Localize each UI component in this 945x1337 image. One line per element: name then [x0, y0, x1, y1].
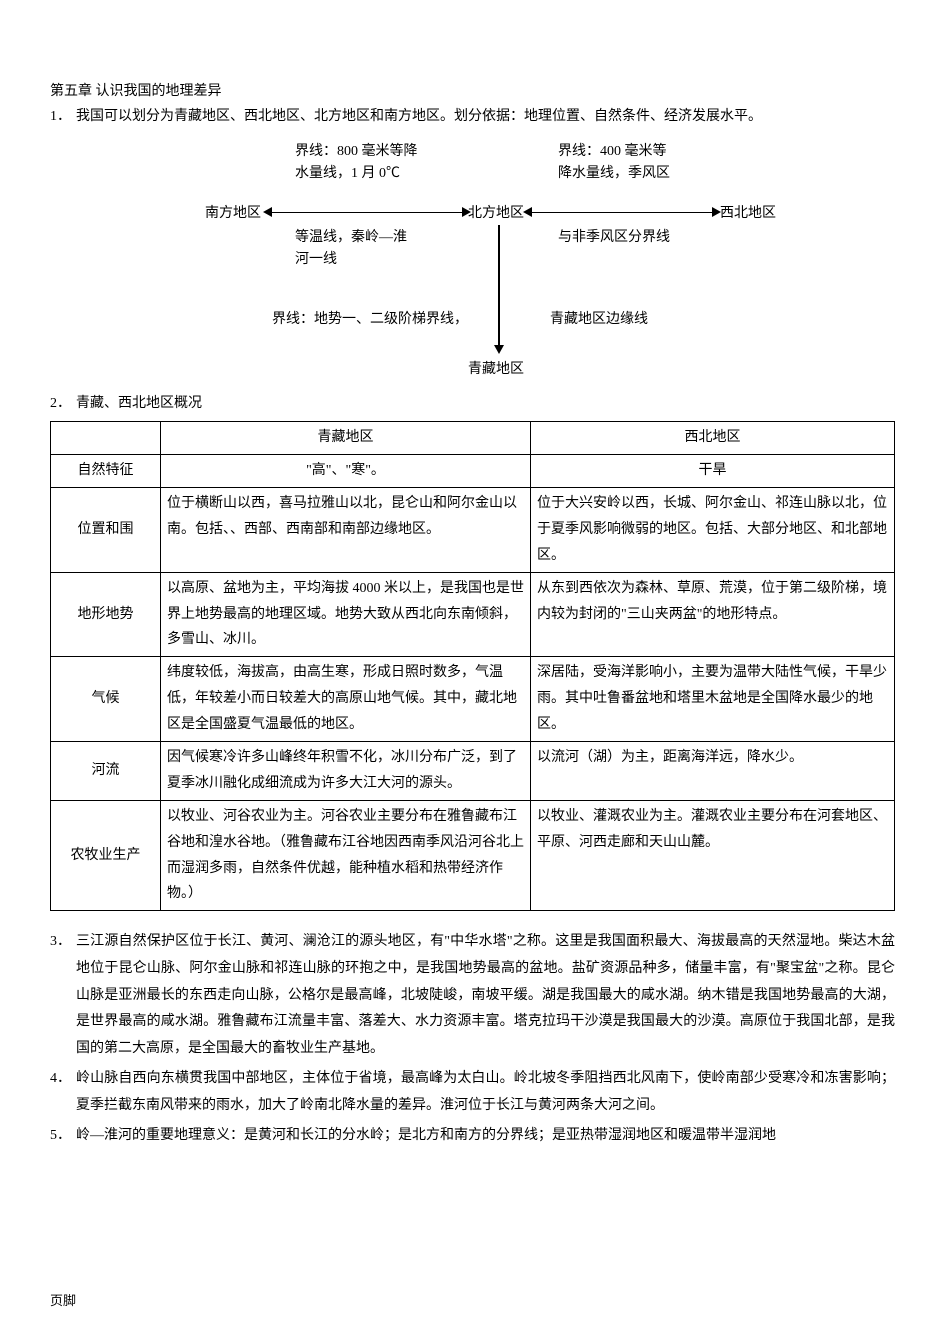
- table-cell: 以流河（湖）为主，距离海洋远，降水少。: [531, 741, 895, 800]
- boundary-label-qinling-line2: 河一线: [295, 249, 337, 271]
- boundary-label-800mm-line2: 水量线，1 月 0℃: [295, 163, 400, 185]
- arrow-line: [532, 212, 712, 214]
- arrow-line-vertical: [498, 225, 500, 345]
- arrow-head-left: [263, 207, 272, 217]
- row-header: 气候: [51, 657, 161, 742]
- item-text: 岭—淮河的重要地理意义：是黄河和长江的分水岭；是北方和南方的分界线；是亚热带湿润…: [76, 1123, 895, 1150]
- boundary-label-qinling-line1: 等温线，秦岭—淮: [295, 227, 407, 249]
- comparison-table: 青藏地区 西北地区 自然特征 "高"、"寒"。 干旱 位置和围 位于横断山以西，…: [50, 421, 895, 911]
- paragraph-1: 1． 我国可以划分为青藏地区、西北地区、北方地区和南方地区。划分依据：地理位置、…: [50, 104, 895, 131]
- arrow-head-right: [462, 207, 471, 217]
- paragraph-2: 2． 青藏、西北地区概况: [50, 391, 895, 418]
- paragraph-5: 5． 岭—淮河的重要地理意义：是黄河和长江的分水岭；是北方和南方的分界线；是亚热…: [50, 1123, 895, 1150]
- page-footer: 页脚: [50, 1290, 76, 1309]
- paragraph-4: 4． 岭山脉自西向东横贯我国中部地区，主体位于省境，最高峰为太白山。岭北坡冬季阻…: [50, 1066, 895, 1119]
- row-header: 位置和围: [51, 487, 161, 572]
- table-cell: 以高原、盆地为主，平均海拔 4000 米以上，是我国也是世界上地势最高的地理区域…: [161, 572, 531, 657]
- table-row: 位置和围 位于横断山以西，喜马拉雅山以北，昆仑山和阿尔金山以南。包括、、西部、西…: [51, 487, 895, 572]
- region-qingzang: 青藏地区: [468, 359, 524, 381]
- chapter-title: 第五章 认识我国的地理差异: [50, 80, 895, 100]
- region-north: 北方地区: [468, 203, 524, 225]
- table-header-qingzang: 青藏地区: [161, 422, 531, 455]
- table-cell: 以牧业、河谷农业为主。河谷农业主要分布在雅鲁藏布江谷地和湟水谷地。（雅鲁藏布江谷…: [161, 800, 531, 911]
- table-cell: 干旱: [531, 455, 895, 488]
- row-header: 地形地势: [51, 572, 161, 657]
- table-cell: 位于大兴安岭以西，长城、阿尔金山、祁连山脉以北，位于夏季风影响微弱的地区。包括、…: [531, 487, 895, 572]
- row-header: 河流: [51, 741, 161, 800]
- arrow-head-left: [523, 207, 532, 217]
- table-row: 河流 因气候寒冷许多山峰终年积雪不化，冰川分布广泛，到了夏季冰川融化成细流成为许…: [51, 741, 895, 800]
- boundary-label-800mm-line1: 界线：800 毫米等降: [295, 141, 418, 163]
- table-cell: 从东到西依次为森林、草原、荒漠，位于第二级阶梯，境内较为封闭的"三山夹两盆"的地…: [531, 572, 895, 657]
- table-cell: 位于横断山以西，喜马拉雅山以北，昆仑山和阿尔金山以南。包括、、西部、西南部和南部…: [161, 487, 531, 572]
- item-number: 5．: [50, 1123, 76, 1150]
- item-number: 2．: [50, 391, 76, 418]
- table-cell: 深居陆，受海洋影响小，主要为温带大陆性气候，干旱少雨。其中吐鲁番盆地和塔里木盆地…: [531, 657, 895, 742]
- arrow-head-right: [712, 207, 721, 217]
- item-number: 4．: [50, 1066, 76, 1119]
- row-header: 自然特征: [51, 455, 161, 488]
- row-header: 农牧业生产: [51, 800, 161, 911]
- table-cell: "高"、"寒"。: [161, 455, 531, 488]
- item-text: 岭山脉自西向东横贯我国中部地区，主体位于省境，最高峰为太白山。岭北坡冬季阻挡西北…: [76, 1066, 895, 1119]
- table-cell: 因气候寒冷许多山峰终年积雪不化，冰川分布广泛，到了夏季冰川融化成细流成为许多大江…: [161, 741, 531, 800]
- region-diagram: 界线：800 毫米等降 水量线，1 月 0℃ 界线：400 毫米等 降水量线，季…: [50, 141, 895, 391]
- item-number: 3．: [50, 929, 76, 1062]
- arrow-line: [272, 212, 462, 214]
- table-row: 地形地势 以高原、盆地为主，平均海拔 4000 米以上，是我国也是世界上地势最高…: [51, 572, 895, 657]
- item-text: 青藏、西北地区概况: [76, 391, 895, 418]
- table-header-xibei: 西北地区: [531, 422, 895, 455]
- paragraph-3: 3． 三江源自然保护区位于长江、黄河、澜沧江的源头地区，有"中华水塔"之称。这里…: [50, 929, 895, 1062]
- arrow-head-down: [494, 345, 504, 354]
- item-text: 三江源自然保护区位于长江、黄河、澜沧江的源头地区，有"中华水塔"之称。这里是我国…: [76, 929, 895, 1062]
- table-row: 自然特征 "高"、"寒"。 干旱: [51, 455, 895, 488]
- table-cell: 纬度较低，海拔高，由高生寒，形成日照时数多，气温低，年较差小而日较差大的高原山地…: [161, 657, 531, 742]
- boundary-label-qingzang-edge: 青藏地区边缘线: [550, 309, 648, 331]
- boundary-label-400mm-line1: 界线：400 毫米等: [558, 141, 667, 163]
- table-header-row: 青藏地区 西北地区: [51, 422, 895, 455]
- table-row: 气候 纬度较低，海拔高，由高生寒，形成日照时数多，气温低，年较差小而日较差大的高…: [51, 657, 895, 742]
- boundary-label-step: 界线：地势一、二级阶梯界线，: [272, 309, 468, 331]
- item-text: 我国可以划分为青藏地区、西北地区、北方地区和南方地区。划分依据：地理位置、自然条…: [76, 104, 895, 131]
- table-cell: 以牧业、灌溉农业为主。灌溉农业主要分布在河套地区、平原、河西走廊和天山山麓。: [531, 800, 895, 911]
- region-northwest: 西北地区: [720, 203, 776, 225]
- region-south: 南方地区: [205, 203, 261, 225]
- table-header-blank: [51, 422, 161, 455]
- boundary-label-400mm-line2: 降水量线，季风区: [558, 163, 670, 185]
- boundary-label-monsoon: 与非季风区分界线: [558, 227, 670, 249]
- item-number: 1．: [50, 104, 76, 131]
- table-row: 农牧业生产 以牧业、河谷农业为主。河谷农业主要分布在雅鲁藏布江谷地和湟水谷地。（…: [51, 800, 895, 911]
